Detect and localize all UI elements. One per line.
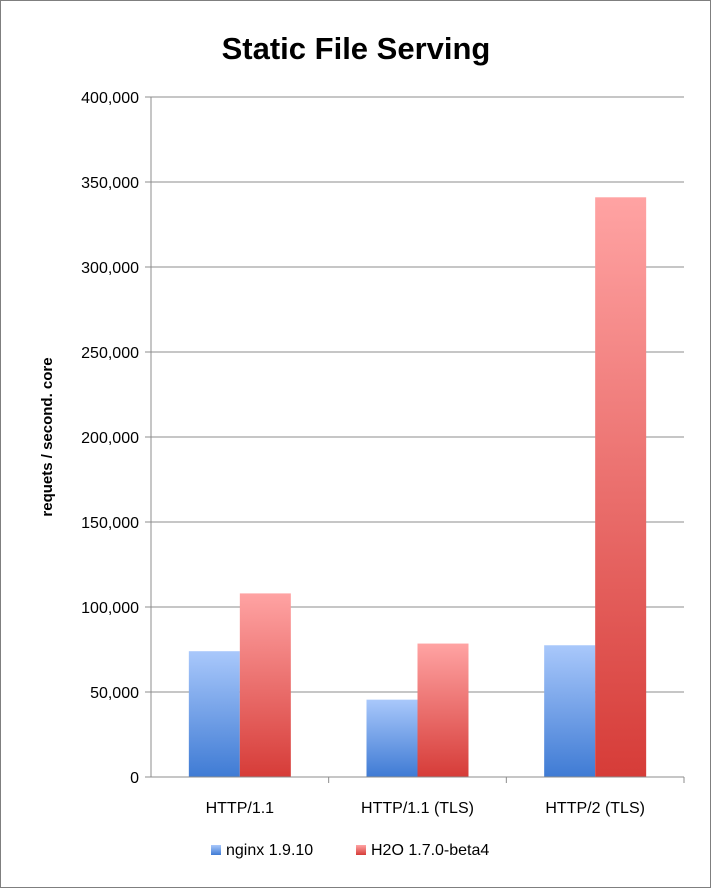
legend-item-nginx: nginx 1.9.10	[211, 842, 313, 859]
legend-item-h2o: H2O 1.7.0-beta4	[356, 842, 489, 859]
x-tick-label: HTTP/1.1	[206, 800, 275, 817]
legend: nginx 1.9.10 H2O 1.7.0-beta4	[211, 842, 489, 859]
y-tick-label: 0	[130, 770, 139, 787]
bar-h2o	[239, 593, 291, 777]
y-tick-label: 150,000	[81, 515, 139, 532]
y-tick-label: 250,000	[81, 345, 139, 362]
y-tick-label: 50,000	[90, 685, 139, 702]
y-tick-label: 200,000	[81, 430, 139, 447]
bar-h2o	[595, 197, 647, 778]
bar-nginx	[544, 645, 596, 777]
bars	[188, 197, 647, 778]
legend-swatch-nginx	[211, 845, 221, 855]
bar-nginx	[366, 699, 418, 777]
legend-label-nginx: nginx 1.9.10	[226, 842, 313, 859]
y-tick-label: 400,000	[81, 90, 139, 107]
legend-label-h2o: H2O 1.7.0-beta4	[371, 842, 489, 859]
y-tick-label: 300,000	[81, 260, 139, 277]
legend-swatch-h2o	[356, 845, 366, 855]
y-axis-label: requets / second. core	[39, 357, 56, 516]
x-axis-ticks: HTTP/1.1 HTTP/1.1 (TLS) HTTP/2 (TLS)	[206, 777, 685, 817]
y-tick-label: 100,000	[81, 600, 139, 617]
x-tick-label: HTTP/2 (TLS)	[545, 800, 645, 817]
x-tick-label: HTTP/1.1 (TLS)	[361, 800, 474, 817]
chart-title: Static File Serving	[222, 31, 491, 66]
bar-nginx	[188, 651, 240, 777]
y-tick-label: 350,000	[81, 175, 139, 192]
bar-h2o	[417, 643, 469, 777]
y-axis-ticks: 0 50,000 100,000 150,000 200,000 250,000 300,0…	[81, 90, 151, 787]
